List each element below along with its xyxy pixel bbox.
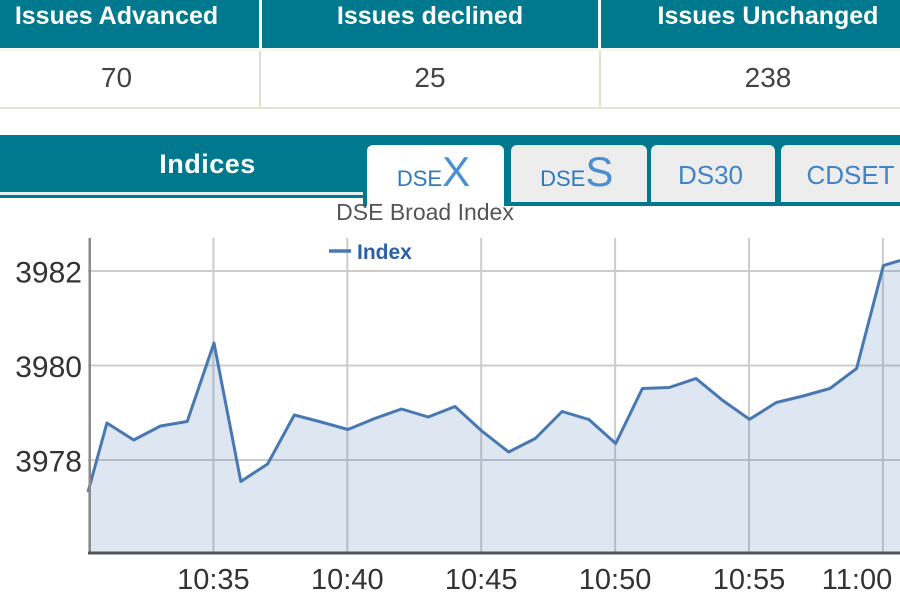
svg-text:3978: 3978 [15,446,82,479]
svg-text:10:55: 10:55 [713,564,786,596]
svg-text:DSE Broad Index: DSE Broad Index [336,199,514,225]
svg-text:10:50: 10:50 [579,564,652,596]
svg-text:10:40: 10:40 [311,564,384,596]
svg-text:Index: Index [357,241,412,264]
svg-text:11:00: 11:00 [822,564,892,596]
svg-text:10:45: 10:45 [445,564,518,596]
svg-text:3980: 3980 [15,351,82,384]
svg-text:10:35: 10:35 [177,564,250,596]
svg-text:3982: 3982 [15,257,82,290]
